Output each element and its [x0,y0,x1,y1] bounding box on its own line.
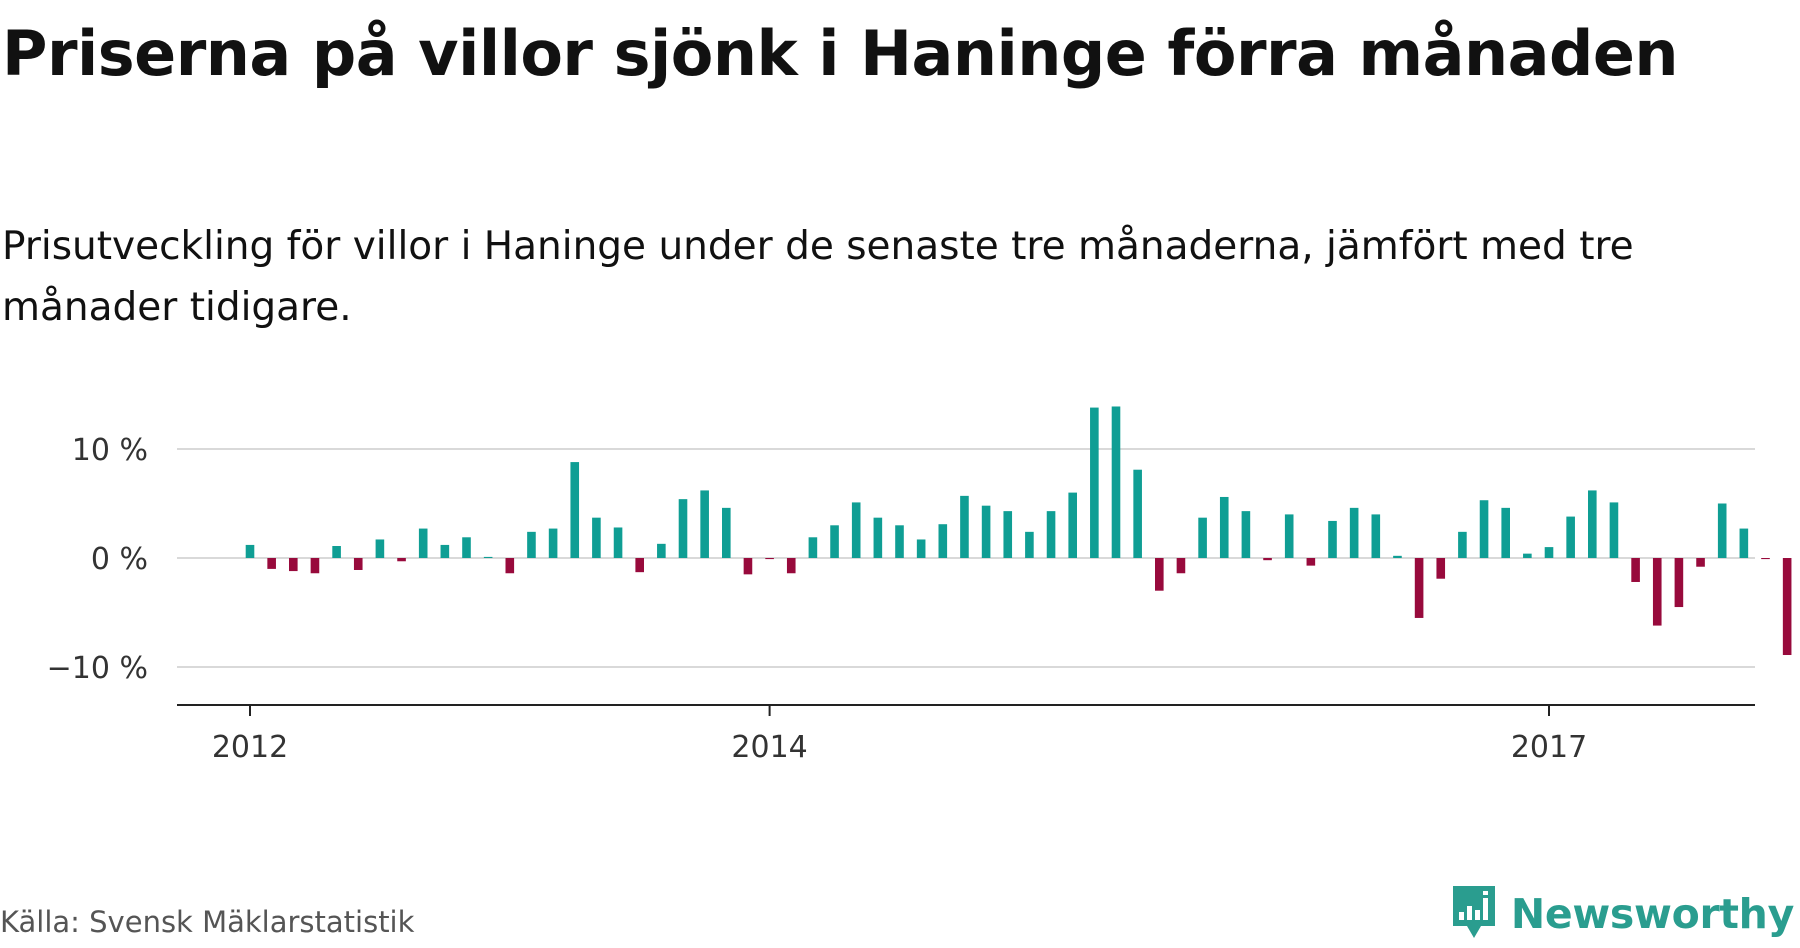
bar [375,539,385,558]
y-tick-label: 10 % [72,433,148,468]
bar [483,556,493,558]
bar [1393,555,1402,558]
source-note: Källa: Svensk Mäklarstatistik [0,905,415,939]
bars [245,406,1792,656]
axes [177,704,1755,716]
bar [851,502,861,558]
bar [1761,558,1770,560]
bar [1306,558,1316,566]
bar [1133,469,1142,558]
bar [1544,547,1554,558]
bar [267,558,276,569]
bar [916,539,926,558]
bar [808,537,818,558]
bar [743,558,753,575]
y-tick-label: 0 % [91,542,148,577]
bar [786,558,796,574]
bar [1739,528,1749,558]
x-tick-label: 2014 [731,730,807,760]
bar [310,558,320,574]
bar [1263,558,1272,561]
bar [1241,511,1251,558]
bar [353,558,363,570]
bar [1025,531,1034,558]
bar [289,558,298,572]
bar [657,543,666,558]
bar [1284,514,1294,558]
bar [1501,507,1510,558]
bar [1155,558,1164,591]
bar [1588,490,1597,558]
bar [1696,558,1705,567]
bar [635,558,644,573]
bar [1068,492,1077,558]
chart-subtitle: Prisutveckling för villor i Haninge unde… [2,224,1634,330]
bar [895,525,904,558]
bar [765,558,774,560]
bar [1090,407,1099,558]
bar [548,528,558,558]
bar [613,527,623,558]
brand-name: Newsworthy [1510,890,1794,938]
bar [1566,516,1575,558]
bar [1782,558,1792,656]
bar [1479,500,1489,558]
bar [1003,511,1013,558]
bar [418,528,428,558]
bar [1609,502,1619,558]
bar [1176,558,1186,574]
bar [1674,558,1684,608]
bar [592,517,601,558]
bar [722,507,731,558]
bar [1111,406,1121,558]
bar [830,525,839,558]
bar [527,531,536,558]
bar [960,495,969,558]
chart-title: Priserna på villor sjönk i Haninge förra… [2,17,1679,90]
y-tick-label: −10 % [47,651,148,686]
newsworthy-logo-icon [1449,882,1499,946]
bar [397,558,406,562]
bar [1631,558,1640,582]
labels: 10 %0 %−10 %20122014201720202022−8 % [47,433,1588,760]
bar [678,499,688,558]
bar [938,524,948,558]
bar [505,558,515,574]
bar [873,517,883,558]
bar [1652,558,1662,626]
bar [700,490,709,558]
bar [570,462,580,558]
bar [1046,511,1056,558]
bar [332,546,341,558]
bar [462,537,471,558]
bar [1717,503,1727,558]
bar [1219,496,1229,558]
brand-logo: Newsworthy [1449,884,1794,944]
bar [1371,514,1381,558]
bar-chart: 10 %0 %−10 %20122014201720202022−8 % [47,406,1792,760]
bar [1523,553,1532,558]
x-tick-label: 2017 [1511,730,1587,760]
bar [1349,507,1359,558]
bar [440,544,450,558]
x-tick-label: 2012 [212,730,288,760]
bar [1198,517,1207,558]
bar [981,505,991,558]
bar [245,544,255,558]
bar [1328,520,1337,558]
bar [1436,558,1446,579]
bar [1458,531,1467,558]
bar [1414,558,1424,618]
